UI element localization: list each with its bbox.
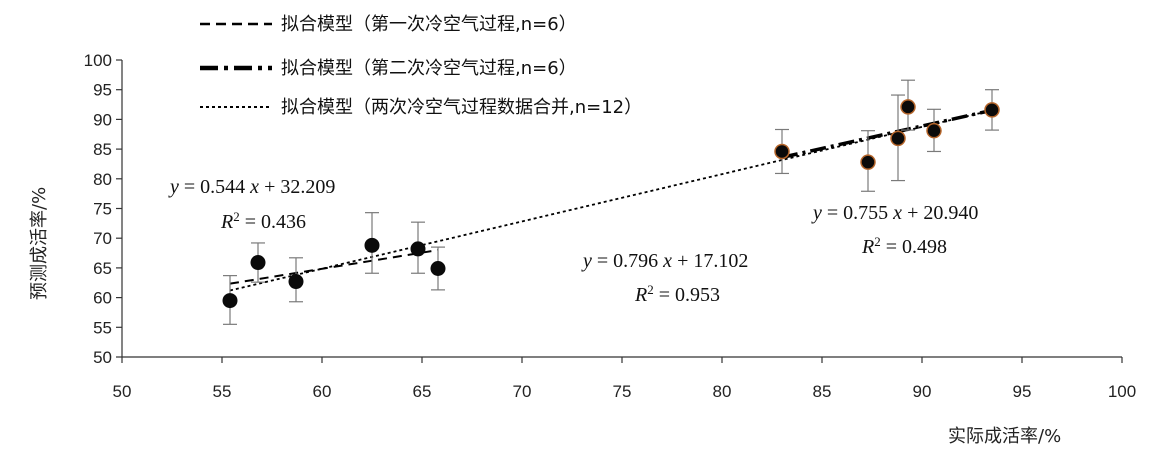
data-point-series-1 — [410, 241, 426, 257]
x-tick-label: 55 — [213, 382, 232, 401]
data-points — [222, 99, 1000, 309]
fit-line-1 — [229, 249, 439, 285]
y-tick-label: 50 — [93, 348, 112, 367]
equation-fit-3: y = 0.796 x + 17.102 R2 = 0.953 — [581, 250, 748, 306]
y-tick-label: 70 — [93, 229, 112, 248]
x-tick-label: 60 — [313, 382, 332, 401]
legend-label-fit-3: 拟合模型（两次冷空气过程数据合并,n=12） — [281, 97, 642, 118]
equation-fit-3-r2: 0.953 — [675, 284, 720, 306]
y-tick-label: 65 — [93, 259, 112, 278]
x-tick-label: 85 — [813, 382, 832, 401]
data-point-series-1 — [288, 274, 304, 290]
equation-fit-1-slope: 0.544 — [200, 176, 245, 198]
svg-text:y = 0.544 x + 32.209: y = 0.544 x + 32.209 — [168, 176, 335, 198]
x-tick-label: 75 — [613, 382, 632, 401]
y-tick-label: 90 — [93, 110, 112, 129]
x-tick-label: 90 — [913, 382, 932, 401]
legend-label-fit-2: 拟合模型（第二次冷空气过程,n=6） — [281, 58, 577, 79]
equation-fit-3-slope: 0.796 — [613, 250, 658, 272]
y-tick-label: 100 — [84, 51, 112, 70]
data-point-series-2 — [900, 99, 916, 115]
data-point-series-1 — [250, 255, 266, 271]
x-tick-label: 80 — [713, 382, 732, 401]
equation-fit-2-slope: 0.755 — [843, 202, 888, 224]
y-tick-label: 85 — [93, 140, 112, 159]
svg-text:R2 = 0.498: R2 = 0.498 — [861, 234, 947, 259]
equation-fit-3-intercept: 17.102 — [693, 250, 748, 272]
equation-fit-2-intercept: 20.940 — [923, 202, 978, 224]
equation-fit-1: y = 0.544 x + 32.209 R2 = 0.436 — [168, 176, 335, 233]
y-tick-label: 55 — [93, 318, 112, 337]
fit-line-2 — [781, 108, 993, 160]
x-tick-label: 70 — [513, 382, 532, 401]
x-axis-title: 实际成活率/% — [948, 426, 1061, 447]
svg-text:R2 = 0.953: R2 = 0.953 — [634, 282, 720, 307]
y-tick-label: 75 — [93, 200, 112, 219]
legend-label-fit-1: 拟合模型（第一次冷空气过程,n=6） — [281, 14, 577, 35]
y-axis-title: 预测成活率/% — [29, 187, 50, 300]
x-tick-label: 100 — [1108, 382, 1136, 401]
equation-fit-1-r2: 0.436 — [261, 211, 306, 233]
x-tick-label: 95 — [1013, 382, 1032, 401]
y-tick-label: 60 — [93, 289, 112, 308]
data-point-series-2 — [926, 122, 942, 139]
svg-text:y = 0.796 x + 17.102: y = 0.796 x + 17.102 — [581, 250, 748, 272]
data-point-series-2 — [860, 154, 876, 170]
x-tick-label: 65 — [413, 382, 432, 401]
axes: 50 55 60 65 70 75 80 85 90 95 100 50 55 60 65 70 75 80 85 9… — [84, 51, 1137, 401]
data-point-series-1 — [430, 260, 446, 276]
equation-fit-2: y = 0.755 x + 20.940 R2 = 0.498 — [811, 202, 978, 258]
svg-text:R2 = 0.436: R2 = 0.436 — [220, 209, 306, 234]
data-point-series-2 — [890, 130, 906, 147]
y-tick-label: 95 — [93, 81, 112, 100]
fit-lines — [229, 108, 993, 292]
fit-line-3 — [229, 109, 993, 292]
data-point-series-2 — [774, 143, 790, 160]
data-point-series-2 — [984, 102, 1000, 118]
legend: 拟合模型（第一次冷空气过程,n=6） 拟合模型（第二次冷空气过程,n=6） 拟合… — [200, 14, 642, 118]
data-point-series-1 — [364, 237, 380, 253]
y-tick-label: 80 — [93, 170, 112, 189]
data-point-series-1 — [222, 293, 238, 309]
x-tick-label: 50 — [113, 382, 132, 401]
equation-fit-2-r2: 0.498 — [902, 236, 947, 258]
svg-text:y = 0.755 x + 20.940: y = 0.755 x + 20.940 — [811, 202, 978, 224]
equation-fit-1-intercept: 32.209 — [280, 176, 335, 198]
